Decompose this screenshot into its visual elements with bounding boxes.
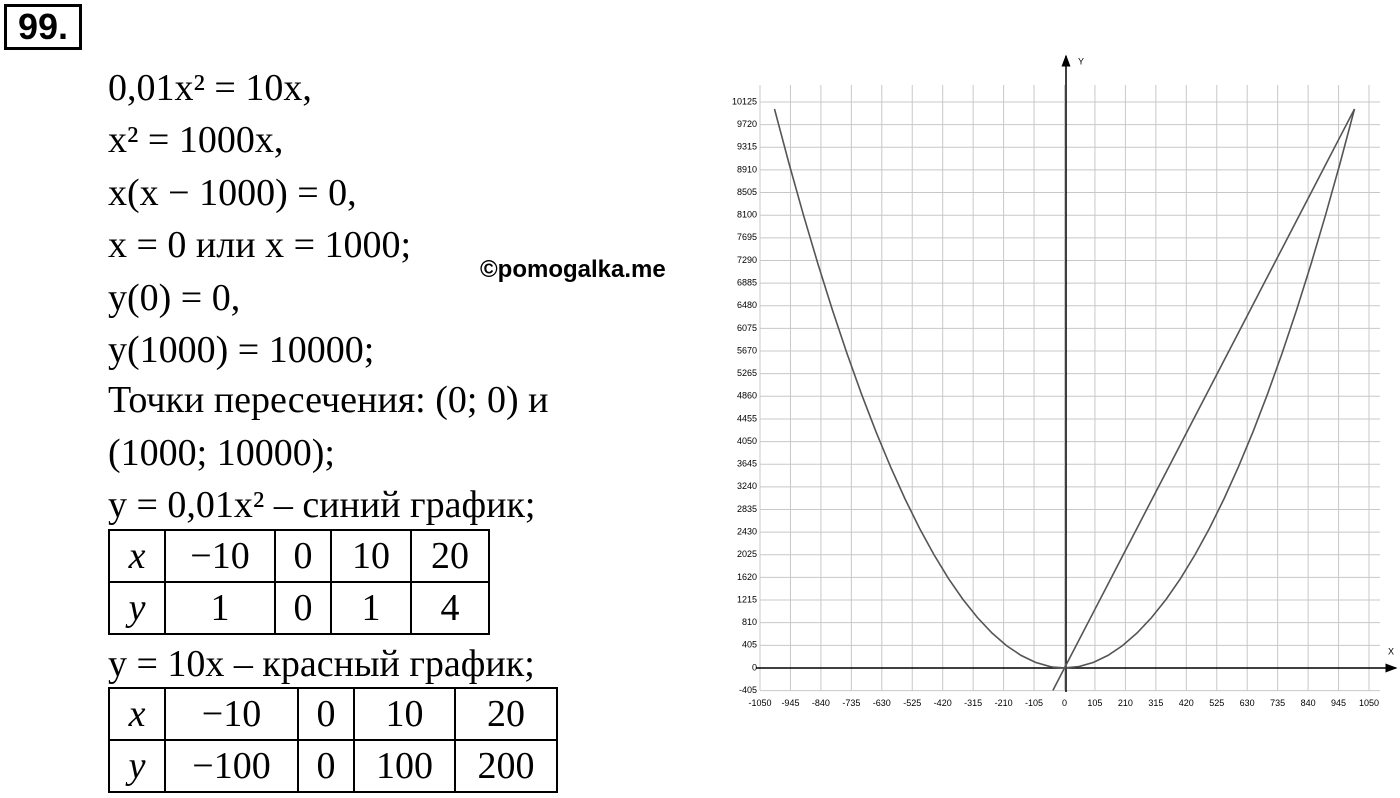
cell: 0 (274, 581, 332, 635)
y-tick-label: 2835 (737, 504, 757, 514)
x-tick-label: -1050 (748, 698, 771, 708)
y-tick-label: 5265 (737, 368, 757, 378)
y-tick-label: 4455 (737, 413, 757, 423)
y-tick-label: 6885 (737, 277, 757, 287)
cell: 200 (454, 739, 558, 793)
math-line: y = 0,01x² – синий график; (108, 484, 536, 526)
math-line: x = 0 или x = 1000; (108, 224, 412, 266)
y-tick-label: 4860 (737, 391, 757, 401)
y-tick-label: 2430 (737, 527, 757, 537)
math-line: y = 10x – красный график; (108, 643, 535, 685)
x-tick-label: 840 (1301, 698, 1316, 708)
x-tick-label: 105 (1087, 698, 1102, 708)
cell: 20 (410, 529, 490, 583)
table: x −10 0 10 20 y −100 0 100 200 (108, 687, 558, 793)
y-tick-label: 405 (742, 640, 757, 650)
y-tick-label: 10125 (732, 96, 757, 106)
y-tick-label: 7695 (737, 232, 757, 242)
cell: 4 (410, 581, 490, 635)
cell: x (108, 687, 166, 741)
y-tick-label: 0 (752, 662, 757, 672)
y-tick-label: 8100 (737, 210, 757, 220)
cell: 1 (330, 581, 412, 635)
math-line: y(1000) = 10000; (108, 329, 375, 371)
x-tick-label: -315 (964, 698, 982, 708)
x-axis-label: X (1388, 646, 1394, 656)
cell: x (108, 529, 166, 583)
watermark: ©pomogalka.me (480, 256, 666, 283)
y-tick-label: 3240 (737, 481, 757, 491)
curve (1052, 108, 1356, 691)
cell: −10 (164, 529, 276, 583)
cell: −10 (164, 687, 299, 741)
cell: 10 (330, 529, 412, 583)
cell: 20 (454, 687, 558, 741)
x-tick-label: -525 (903, 698, 921, 708)
cell: 0 (274, 529, 332, 583)
y-axis-label: Y (1078, 56, 1084, 66)
x-tick-label: 525 (1209, 698, 1224, 708)
cell: y (108, 581, 166, 635)
y-tick-label: 9315 (737, 142, 757, 152)
x-tick-label: -945 (781, 698, 799, 708)
y-tick-label: 8505 (737, 187, 757, 197)
y-tick-label: 1215 (737, 594, 757, 604)
x-tick-label: -735 (842, 698, 860, 708)
cell: 0 (297, 687, 355, 741)
y-tick-label: 5670 (737, 345, 757, 355)
x-tick-label: 0 (1062, 698, 1067, 708)
cell: 0 (297, 739, 355, 793)
y-tick-label: 7290 (737, 255, 757, 265)
x-tick-label: 630 (1240, 698, 1255, 708)
x-tick-label: 1050 (1359, 698, 1379, 708)
x-tick-label: -840 (812, 698, 830, 708)
math-line: x² = 1000x, (108, 119, 284, 161)
y-tick-label: 810 (742, 617, 757, 627)
y-tick-label: 1620 (737, 572, 757, 582)
y-tick-label: 6075 (737, 323, 757, 333)
math-line: 0,01x² = 10x, (108, 67, 312, 109)
y-tick-label: 9720 (737, 119, 757, 129)
x-tick-label: -105 (1025, 698, 1043, 708)
cell: y (108, 739, 166, 793)
math-line: x(x − 1000) = 0, (108, 172, 357, 214)
x-tick-label: 210 (1118, 698, 1133, 708)
problem-number: 99. (4, 4, 82, 50)
math-line: y(0) = 0, (108, 277, 241, 319)
x-tick-label: -210 (995, 698, 1013, 708)
y-tick-label: 6480 (737, 300, 757, 310)
y-tick-label: 8910 (737, 164, 757, 174)
x-tick-label: 315 (1148, 698, 1163, 708)
x-tick-label: 945 (1331, 698, 1346, 708)
x-tick-label: -630 (873, 698, 891, 708)
y-tick-label: 2025 (737, 549, 757, 559)
x-tick-label: -420 (934, 698, 952, 708)
cell: 100 (353, 739, 456, 793)
y-tick-label: 4050 (737, 436, 757, 446)
curve (773, 108, 1356, 669)
math-line: (1000; 10000); (108, 432, 335, 474)
cell: 1 (164, 581, 276, 635)
y-tick-label: -405 (739, 685, 757, 695)
math-line: Точки пересечения: (0; 0) и (108, 379, 549, 421)
x-tick-label: 735 (1270, 698, 1285, 708)
cell: 10 (353, 687, 456, 741)
x-tick-label: 420 (1179, 698, 1194, 708)
y-tick-label: 3645 (737, 459, 757, 469)
cell: −100 (164, 739, 299, 793)
